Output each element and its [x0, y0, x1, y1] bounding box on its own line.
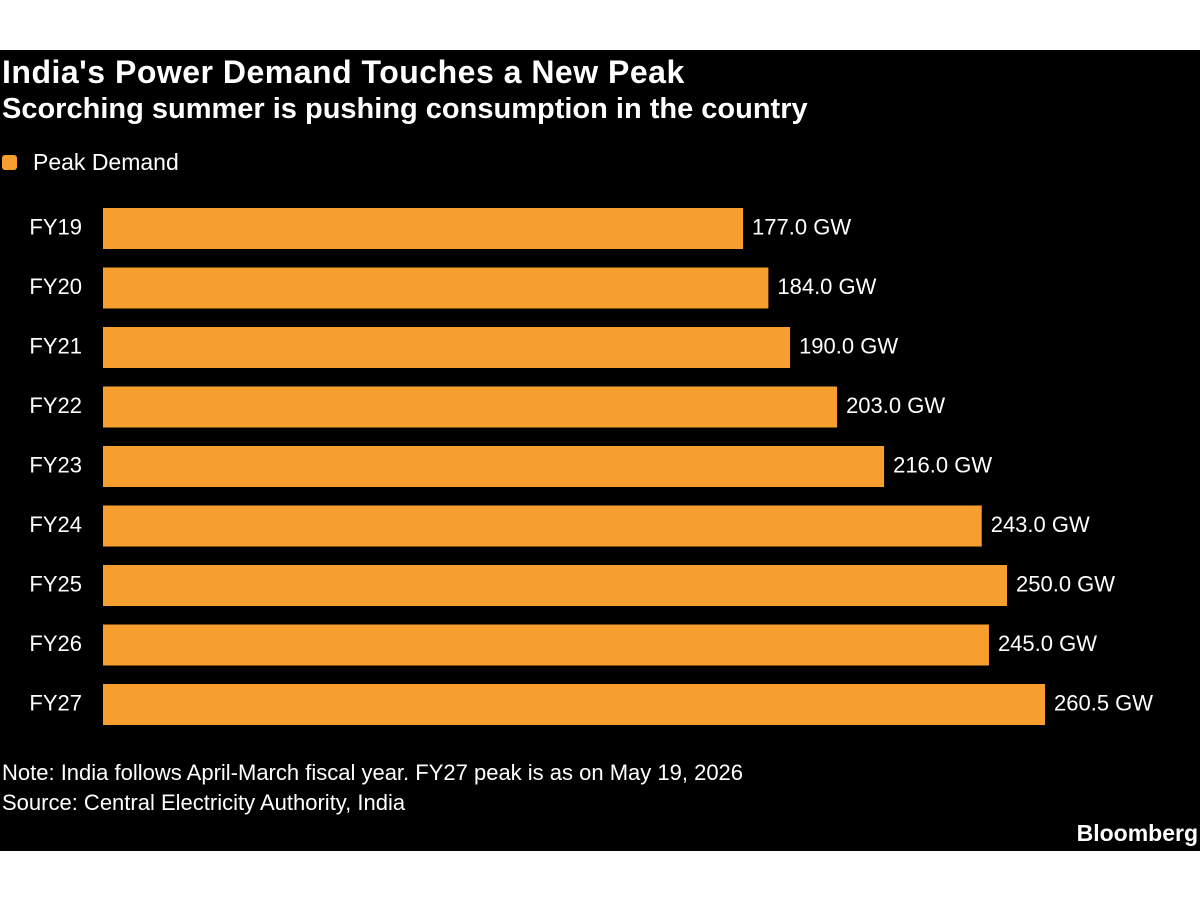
value-label: 260.5 GW [1054, 690, 1153, 715]
footnote: Note: India follows April-March fiscal y… [2, 758, 743, 818]
bar-fy19 [103, 208, 744, 249]
chart-panel: India's Power Demand Touches a New Peak … [0, 50, 1200, 851]
category-label: FY23 [29, 452, 82, 477]
category-label: FY22 [29, 393, 82, 418]
bar-chart: FY19 177.0 GW FY20 184.0 GW FY21 190.0 GW FY22… [29, 208, 1153, 725]
bar-fy20 [103, 267, 769, 309]
value-label: 184.0 GW [777, 274, 876, 299]
bar-fy24 [103, 505, 982, 547]
category-label: FY21 [29, 333, 82, 358]
bar-fy27 [103, 684, 1045, 725]
bar-fy21 [103, 327, 791, 368]
chart-subtitle: Scorching summer is pushing consumption … [2, 93, 808, 125]
bar-fy25 [103, 565, 1008, 606]
category-label: FY19 [29, 214, 82, 239]
bar-fy23 [103, 446, 885, 487]
value-label: 245.0 GW [998, 631, 1097, 656]
legend: Peak Demand [2, 148, 179, 176]
category-label: FY20 [29, 274, 82, 299]
value-label: 203.0 GW [846, 393, 945, 418]
chart-title: India's Power Demand Touches a New Peak [2, 54, 685, 90]
bar-fy26 [103, 624, 989, 666]
category-label: FY26 [29, 631, 82, 656]
value-label: 250.0 GW [1016, 571, 1115, 596]
value-label: 216.0 GW [893, 452, 992, 477]
category-label: FY27 [29, 690, 82, 715]
category-label: FY25 [29, 571, 82, 596]
bar-fy22 [103, 386, 838, 428]
source-text: Source: Central Electricity Authority, I… [2, 790, 406, 815]
value-label: 190.0 GW [799, 333, 898, 358]
bloomberg-logo: Bloomberg [1076, 820, 1198, 846]
legend-swatch [2, 154, 17, 170]
value-label: 177.0 GW [752, 214, 851, 239]
note-text: Note: India follows April-March fiscal y… [2, 760, 744, 785]
legend-label: Peak Demand [33, 148, 179, 175]
category-label: FY24 [29, 512, 82, 537]
value-label: 243.0 GW [991, 512, 1090, 537]
